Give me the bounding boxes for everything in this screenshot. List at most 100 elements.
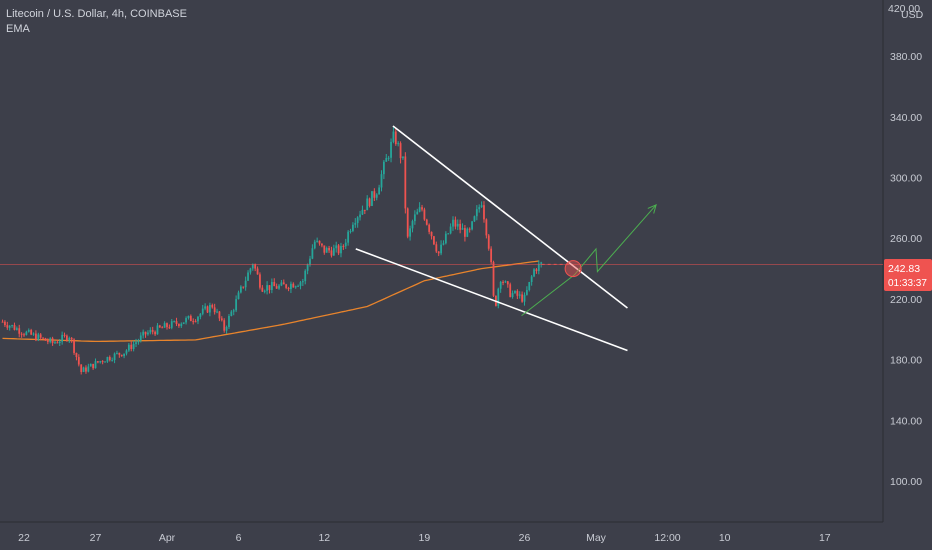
candle-body — [87, 366, 90, 372]
candle-body — [399, 143, 402, 159]
candle-body — [280, 282, 283, 286]
candle-body — [275, 286, 278, 289]
candle-body — [254, 264, 257, 269]
candle-body — [354, 222, 357, 225]
current-price-label: 242.83 — [888, 263, 920, 275]
price-badge-bg — [884, 259, 932, 291]
candle-body — [528, 282, 531, 291]
annotations-layer[interactable] — [0, 125, 883, 352]
candle-body — [161, 327, 164, 329]
time-axis[interactable]: 22 27 Apr 6 12 19 26 May 12:00 10 17 — [18, 532, 831, 544]
price-tick-label: 340.00 — [890, 112, 922, 124]
candle-body — [483, 205, 485, 220]
candle-body — [180, 323, 183, 327]
candle-body — [113, 353, 116, 361]
price-tick-label: 220.00 — [890, 294, 922, 306]
candle-body — [197, 316, 199, 322]
candle-body — [8, 326, 11, 328]
candle-body — [371, 191, 373, 206]
candle-body — [178, 323, 180, 327]
candle-body — [411, 221, 414, 229]
candle-body — [149, 330, 152, 333]
candle-body — [392, 131, 395, 142]
indicator-label[interactable]: EMA — [6, 23, 30, 35]
candle-body — [261, 287, 264, 292]
candle-body — [330, 250, 333, 256]
time-tick-label: May — [586, 532, 607, 544]
time-tick-label: 12 — [318, 532, 330, 544]
candle-body — [480, 205, 483, 208]
price-tick-label: 260.00 — [890, 233, 922, 245]
time-tick-label: 12:00 — [654, 532, 680, 544]
candle-body — [139, 335, 142, 341]
candle-body — [511, 293, 514, 297]
candle-body — [461, 228, 464, 230]
candle-body — [27, 330, 30, 332]
candle-body — [473, 216, 476, 222]
candle-body — [535, 269, 538, 272]
candle-body — [239, 286, 242, 293]
candle-body — [61, 334, 64, 342]
candle-body — [54, 342, 56, 344]
candle-body — [201, 308, 204, 314]
candle-body — [56, 342, 59, 344]
candle-body — [147, 332, 149, 335]
candle-body — [466, 228, 469, 237]
candle-body — [282, 282, 285, 285]
candle-body — [342, 246, 345, 248]
candle-body — [452, 219, 454, 227]
candle-body — [323, 245, 326, 253]
price-axis[interactable]: 420.00 USD 100.00 140.00 180.00 220.00 260.0… — [888, 3, 924, 488]
breakout-circle[interactable] — [564, 260, 582, 278]
candle-body — [533, 269, 535, 277]
candle-body — [92, 363, 95, 369]
candle-body — [421, 207, 423, 210]
candle-body — [135, 342, 137, 344]
candle-body — [223, 320, 226, 331]
symbol-title[interactable]: Litecoin / U.S. Dollar, 4h, COINBASE — [6, 8, 187, 20]
lower-trendline[interactable] — [355, 248, 628, 352]
candle-body — [509, 284, 512, 297]
candle-body — [356, 217, 359, 223]
candle-body — [382, 161, 385, 175]
time-tick-label: 17 — [819, 532, 831, 544]
candle-body — [173, 321, 176, 323]
candle-body — [18, 328, 21, 334]
candle-body — [194, 321, 197, 323]
candle-body — [192, 321, 195, 323]
candle-body — [30, 330, 33, 335]
candle-body — [127, 344, 130, 351]
candle-body — [478, 207, 481, 210]
candle-body — [44, 338, 47, 341]
candle-body — [96, 361, 99, 363]
candle-body — [80, 364, 83, 372]
candle-body — [487, 235, 490, 249]
candle-body — [304, 270, 307, 282]
time-tick-label: Apr — [159, 532, 176, 544]
candle-body — [373, 191, 376, 198]
candle-body — [309, 258, 311, 265]
candle-body — [242, 286, 245, 288]
candle-body — [347, 231, 350, 243]
projection-path[interactable] — [521, 204, 657, 316]
candle-body — [459, 223, 462, 230]
candle-body — [504, 281, 507, 283]
candle-body — [99, 361, 102, 363]
candle-body — [337, 245, 340, 254]
candle-body — [63, 334, 66, 336]
candle-body — [352, 224, 354, 232]
candle-body — [447, 233, 450, 235]
candle-body — [204, 306, 207, 309]
ema-line — [2, 260, 539, 343]
candle-body — [435, 244, 438, 252]
candle-body — [318, 240, 321, 244]
candle-body — [116, 352, 118, 354]
price-tick-label: 300.00 — [890, 173, 922, 185]
time-tick-label: 26 — [519, 532, 531, 544]
candle-body — [25, 331, 28, 335]
candle-body — [120, 354, 123, 357]
candle-body — [273, 282, 276, 287]
upper-trendline[interactable] — [392, 125, 628, 309]
candle-body — [228, 316, 230, 327]
